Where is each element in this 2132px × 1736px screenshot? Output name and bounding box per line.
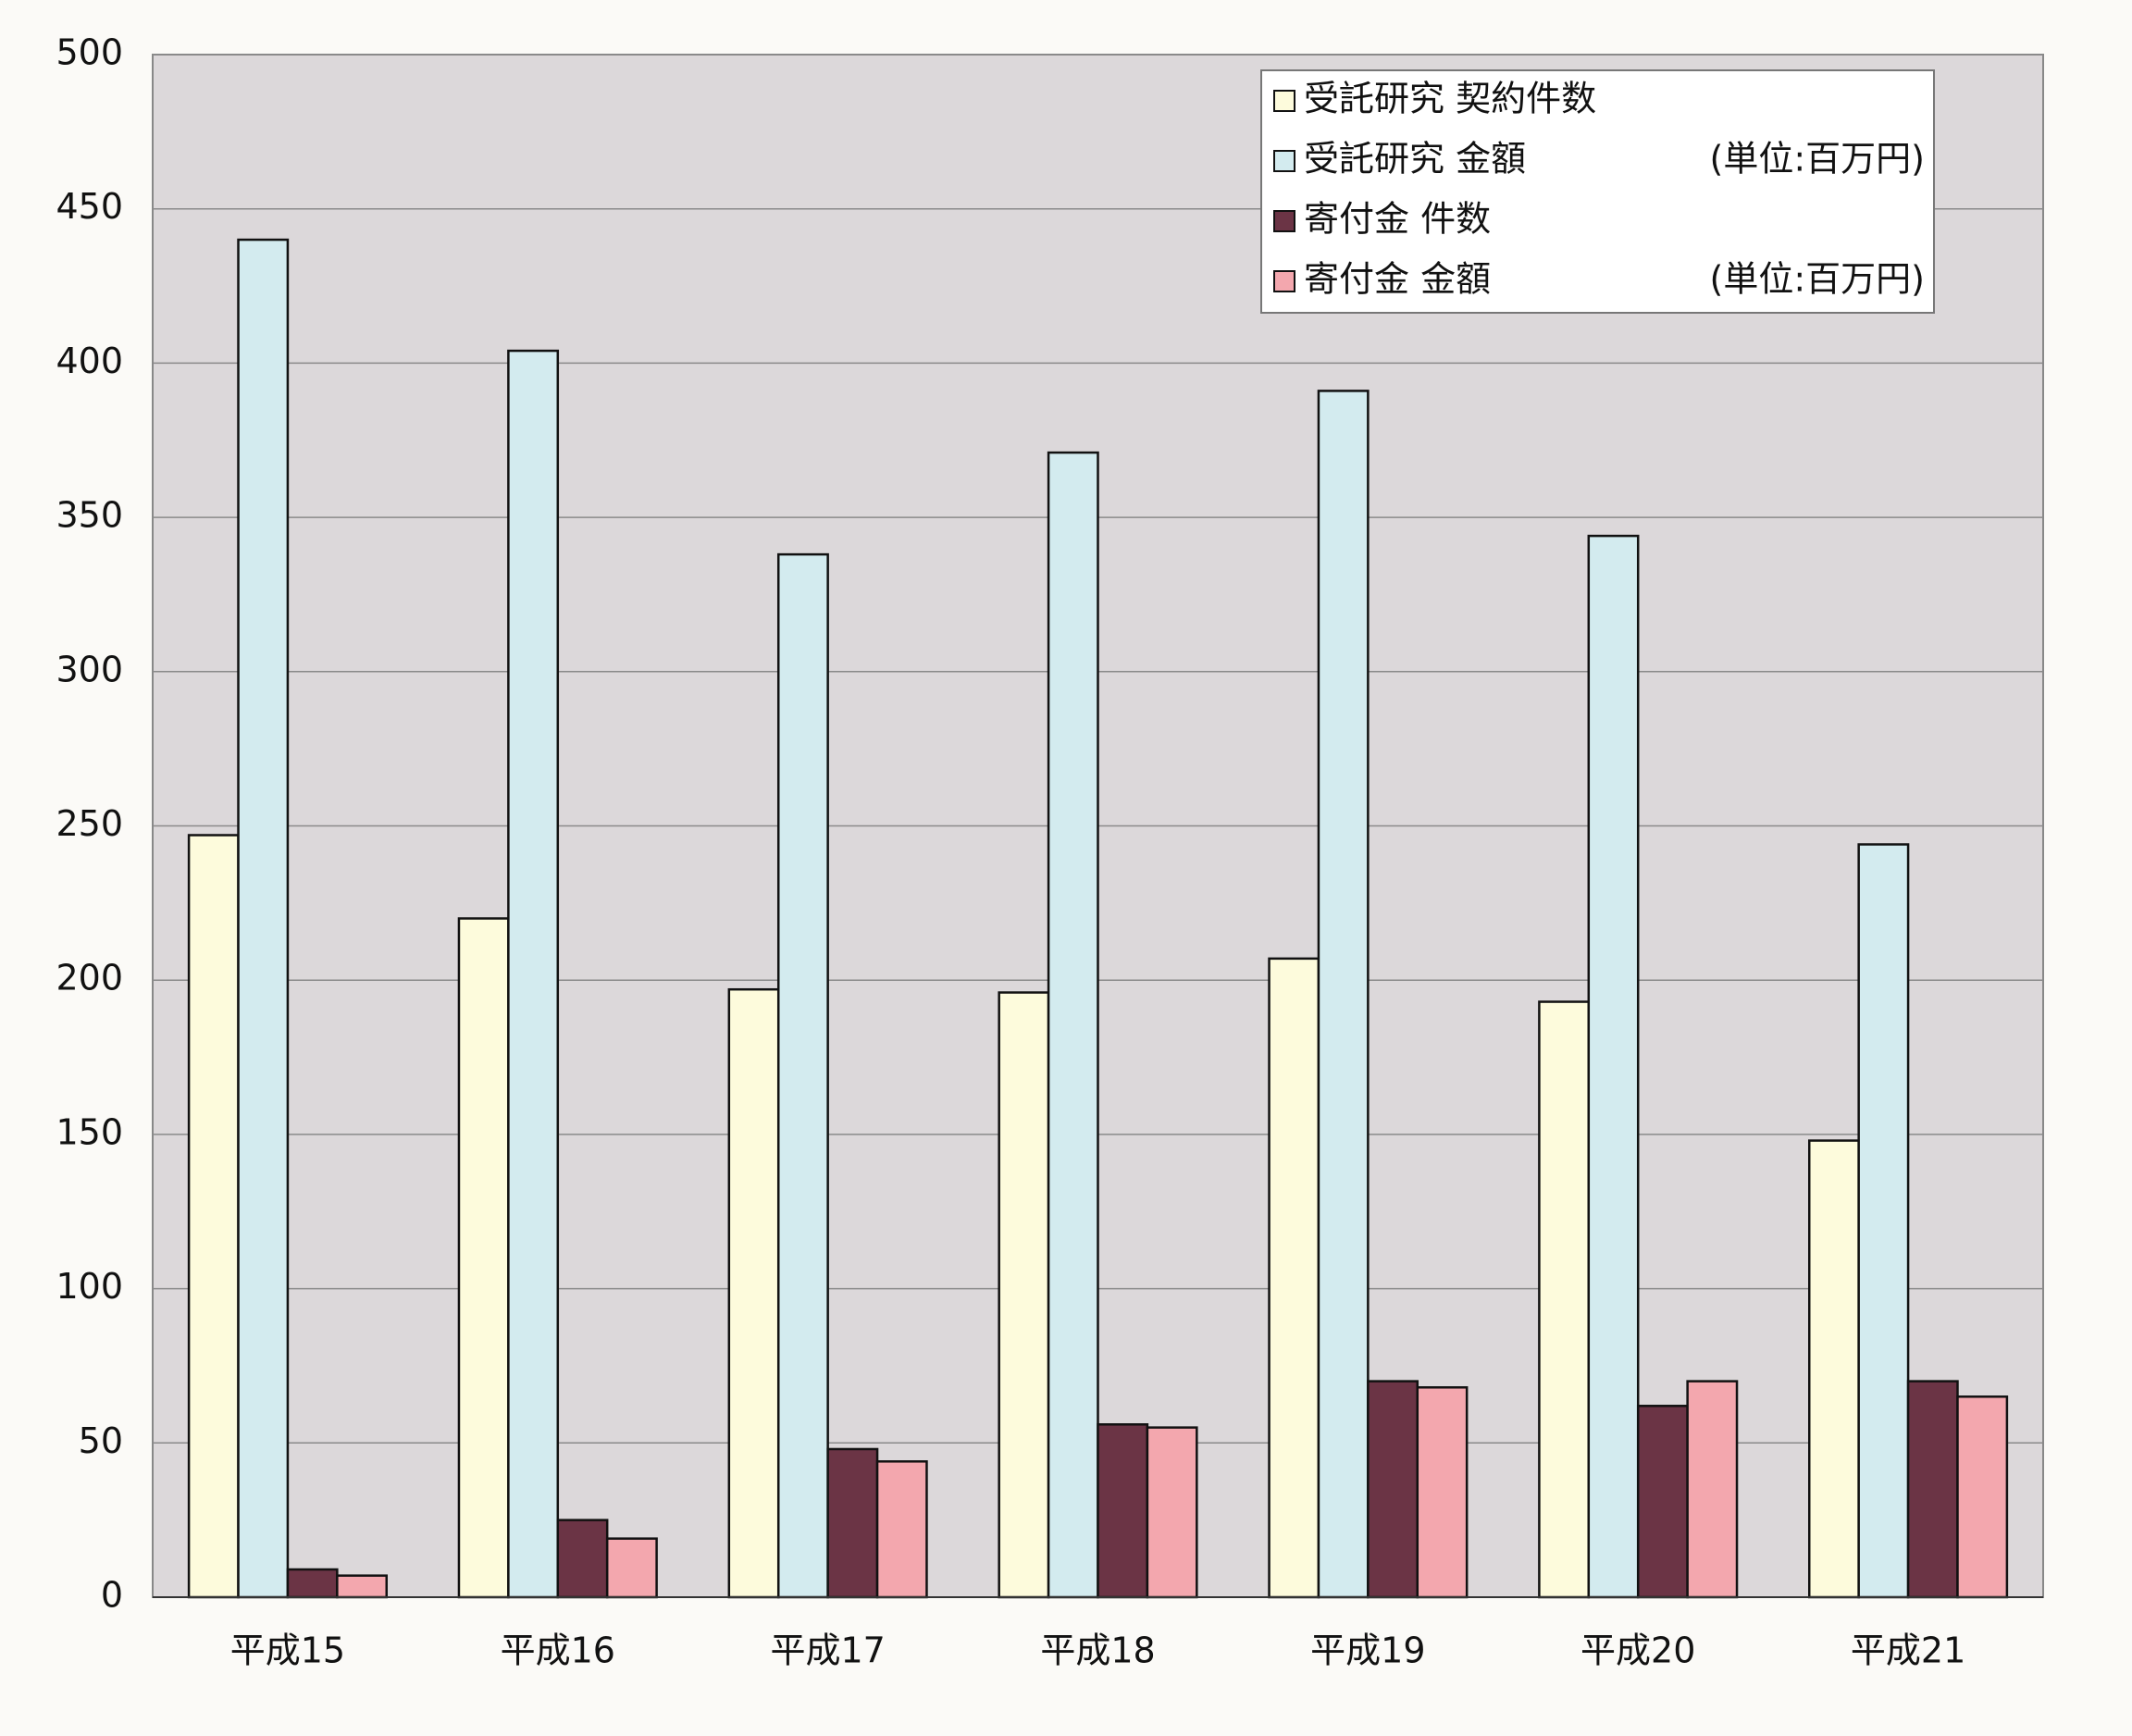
x-tick-label: 平成19 [1310,1631,1425,1671]
legend-box [1260,69,1935,314]
bar [605,1537,658,1599]
bar [1416,1386,1469,1599]
y-tick-label: 300 [56,649,123,689]
y-tick-label: 0 [101,1575,123,1616]
y-tick-label: 250 [56,803,123,844]
bar [1538,1000,1591,1599]
legend-note: (単位:百万円) [1710,259,1925,300]
y-tick-label: 100 [56,1266,123,1307]
bar [237,238,290,1599]
y-tick-label: 400 [56,341,123,381]
bar [1097,1423,1149,1599]
bar [286,1568,339,1599]
bar [1636,1405,1689,1599]
x-tick-label: 平成16 [501,1631,615,1671]
legend-label: 寄付金 金額 [1304,259,1491,300]
bar [1956,1395,2009,1599]
bar [727,987,780,1599]
bar [1146,1426,1198,1599]
legend-label: 寄付金 件数 [1304,199,1491,240]
x-tick-label: 平成20 [1580,1631,1695,1671]
x-tick-label: 平成21 [1851,1631,1965,1671]
y-tick-label: 150 [56,1111,123,1152]
y-tick-label: 50 [79,1420,123,1461]
legend-label: 受託研究 契約件数 [1304,79,1596,119]
y-tick-label: 500 [56,32,123,73]
legend-swatch [1273,90,1295,112]
bar [1317,390,1370,1599]
bar [187,834,240,1599]
y-tick-label: 350 [56,495,123,536]
bar [457,917,510,1599]
bar [1857,843,1910,1599]
bar [1686,1380,1739,1599]
legend-swatch [1273,270,1295,292]
bar [1906,1380,1959,1599]
x-tick-label: 平成17 [770,1631,885,1671]
bar [776,552,829,1599]
bar [556,1519,609,1599]
bar [1587,534,1640,1599]
bar [1047,451,1099,1599]
x-tick-label: 平成15 [230,1631,345,1671]
bar [826,1447,879,1599]
bar [1367,1380,1419,1599]
bar [998,991,1050,1599]
x-tick-label: 平成18 [1040,1631,1155,1671]
legend-swatch [1273,150,1295,172]
legend-label: 受託研究 金額 [1304,139,1526,180]
bar [507,349,560,1599]
bar [1808,1139,1860,1599]
bar [875,1460,928,1599]
bar [1268,957,1320,1599]
y-tick-label: 450 [56,186,123,227]
legend-swatch [1273,210,1295,232]
bar [336,1574,388,1599]
y-tick-label: 200 [56,958,123,998]
legend-note: (単位:百万円) [1710,139,1925,180]
